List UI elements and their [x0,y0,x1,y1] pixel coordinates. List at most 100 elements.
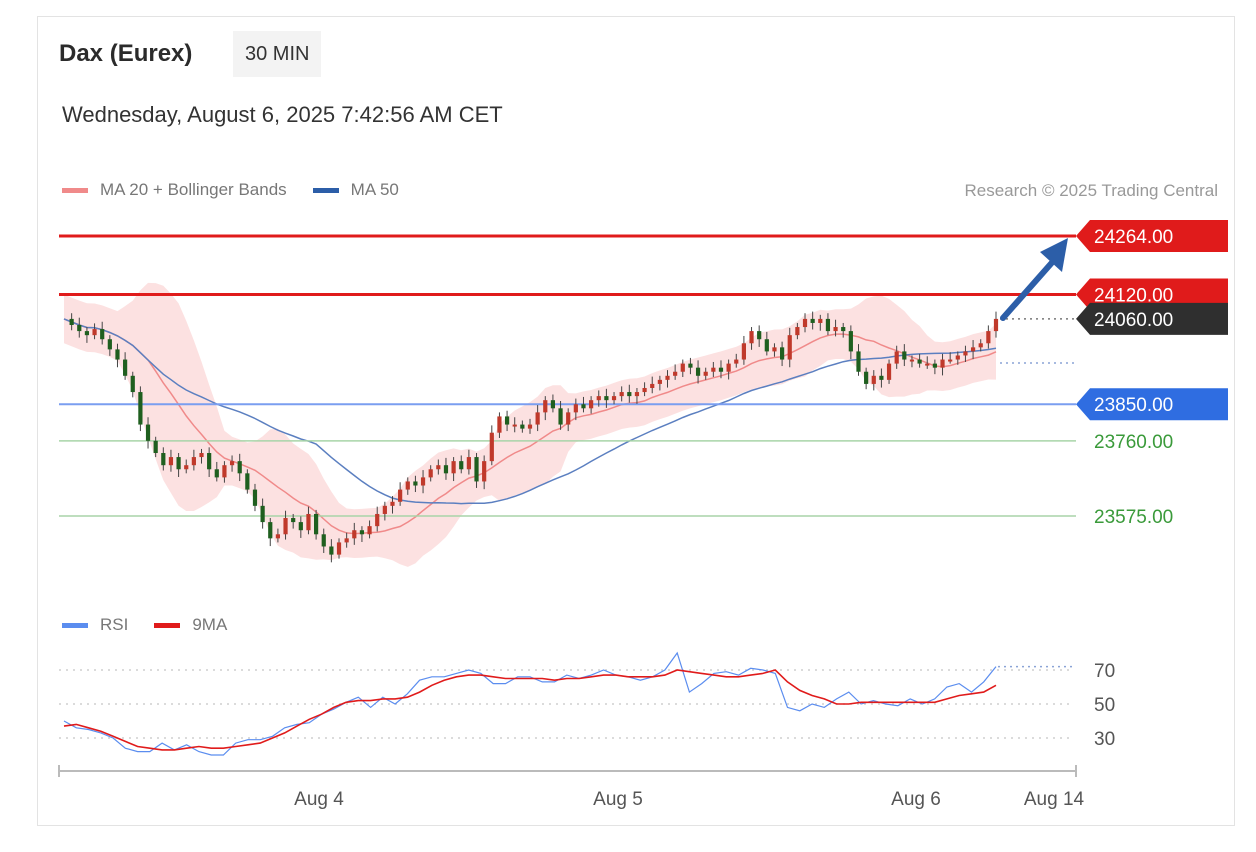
candle-body [298,522,303,531]
candle-body [313,513,319,535]
candle-body [611,396,617,401]
ma20-swatch [62,187,88,193]
candle-body [955,355,960,360]
candle-body [390,501,395,506]
candle-body [741,343,747,360]
candle-body [115,349,120,360]
candle-body [130,375,135,393]
target-arrow-head [1040,238,1068,272]
legend-item-ma20: MA 20 + Bollinger Bands [62,180,287,200]
ma20-line [63,318,997,535]
candle-body [772,347,777,352]
candle-body [864,371,869,384]
candle-body [573,404,578,413]
candle-body [550,400,556,409]
candle-body [237,461,242,474]
candle-body [520,424,525,429]
candle-body [413,481,418,486]
candle-body [398,489,403,502]
candle-body [558,408,563,425]
candle-body [375,513,380,527]
candle-body [917,359,922,364]
candle-body [329,546,334,555]
candle-body [92,329,97,336]
candle-body [321,534,326,547]
candle-body [275,534,281,539]
candle-body [848,331,853,352]
candle-body [367,526,372,535]
candle-body [229,461,235,466]
price-level-tag [1076,388,1228,421]
credit-text: Research © 2025 Trading Central [964,181,1219,200]
candle-body [841,327,846,332]
candle-body [535,412,540,425]
candle-body [252,489,258,506]
candle-body [420,477,426,486]
candle-body [459,461,464,470]
candle-body [306,513,311,531]
price-level-tag [1076,302,1228,335]
candle-body [970,347,976,352]
timeframe-badge[interactable]: 30 MIN [233,31,322,77]
candle-body [642,387,647,393]
candle-body [161,453,166,466]
candle-body [589,400,594,409]
candle-body [932,363,937,368]
candle-body [940,359,945,368]
rsi-layer: 70 50 30 [59,651,1115,756]
candle-body [627,392,632,397]
x-axis-label: Aug 14 [1024,789,1085,810]
candle-body [909,359,915,362]
candle-body [871,375,876,384]
price-level-label: 24264.00 [1094,227,1173,248]
candle-body [466,457,471,470]
candle-body [749,331,754,344]
candle-body [993,318,999,332]
candle-body [482,461,487,482]
candle-body [634,392,640,397]
candle-body [711,367,716,372]
candle-body [902,351,907,360]
target-arrow-shaft [1000,255,1059,321]
candle-body [344,538,349,543]
legend-item-ma50: MA 50 [312,180,399,200]
candle-body [657,379,662,384]
candle-body [764,339,769,352]
candle-body [581,404,586,409]
candle-body [596,396,601,401]
legend-item-rsi: RSI [62,615,128,635]
candle-body [191,457,196,466]
candle-body [734,359,739,364]
candle-body [948,359,953,362]
candle-body [726,363,731,372]
candle-body [604,396,609,401]
candle-body [100,329,105,340]
ma50-swatch [312,187,339,193]
candle-body [802,318,808,328]
candle-body [474,457,479,482]
candle-body [291,518,296,523]
candle-body [504,416,510,425]
candle-body [688,363,693,368]
candle-body [352,530,357,539]
candle-body [207,453,212,470]
candle-body [978,343,983,348]
candle-body [497,416,502,433]
candle-body [695,367,701,376]
candle-body [222,465,227,478]
candle-body [879,375,884,380]
candles-layer [69,311,999,563]
candle-body [818,318,823,323]
price-legend: MA 20 + Bollinger Bands MA 50 [62,180,425,200]
timestamp: Wednesday, August 6, 2025 7:42:56 AM CET [62,102,503,127]
candle-body [665,375,670,380]
candle-body [543,400,548,413]
candle-body [856,351,861,372]
candle-body [245,473,250,490]
candle-body [84,331,90,336]
candle-body [77,324,82,332]
instrument-title: Dax (Eurex) [59,40,193,67]
candle-body [176,457,181,470]
price-level-label: 24060.00 [1094,310,1173,331]
candle-body [451,461,456,474]
